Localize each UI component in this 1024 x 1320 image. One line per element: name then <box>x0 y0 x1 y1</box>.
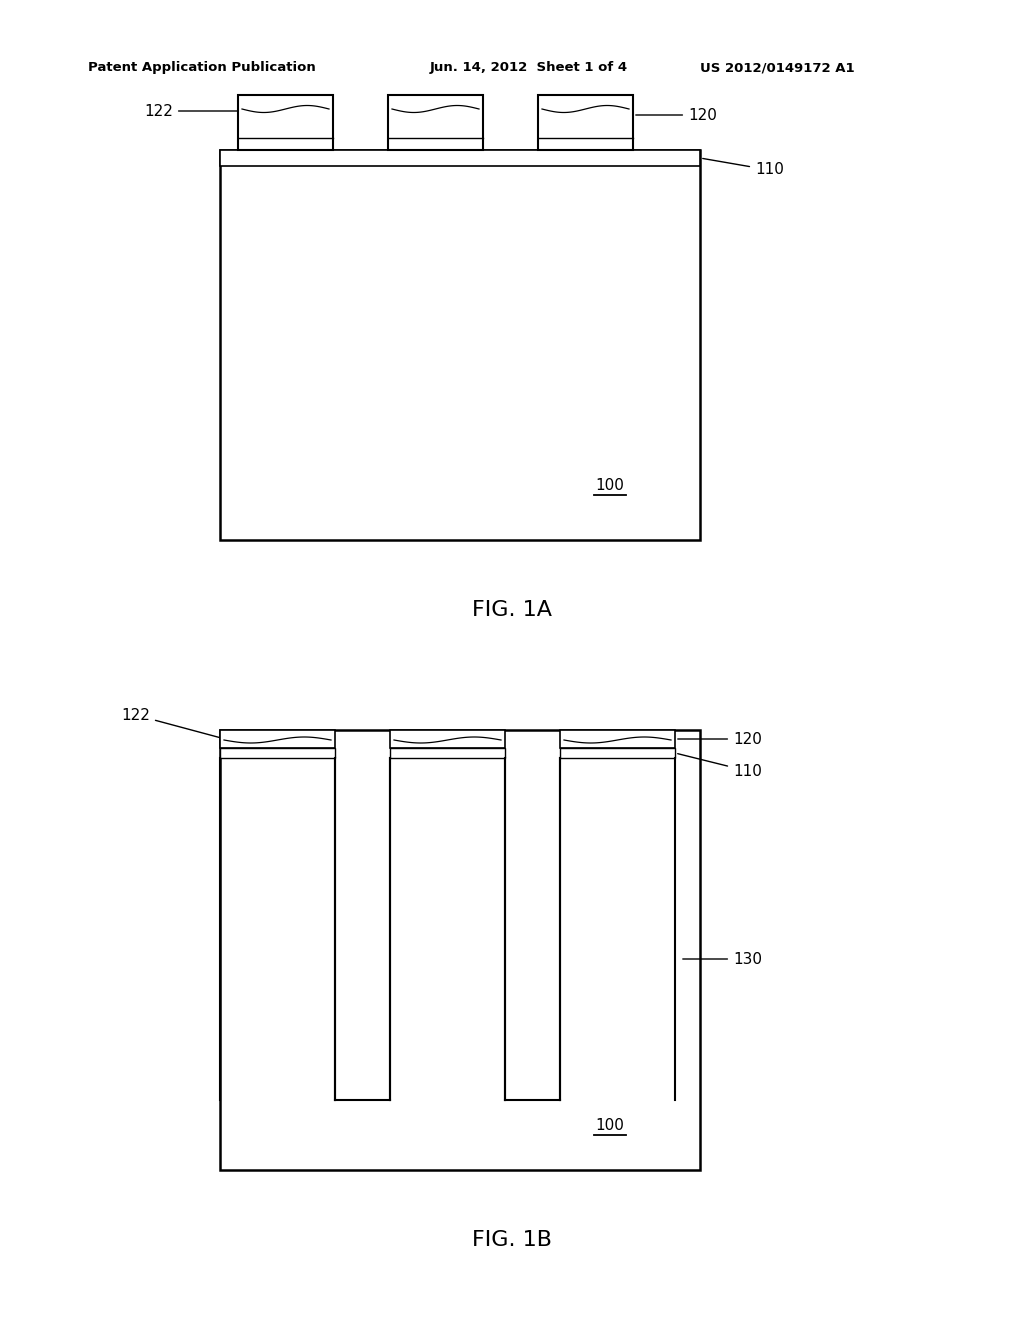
Bar <box>220 730 335 748</box>
Bar <box>220 730 700 1170</box>
Bar <box>560 748 675 758</box>
Text: 110: 110 <box>678 754 762 779</box>
Text: Patent Application Publication: Patent Application Publication <box>88 62 315 74</box>
Bar <box>238 95 333 150</box>
Text: 122: 122 <box>121 708 222 738</box>
Text: FIG. 1A: FIG. 1A <box>472 601 552 620</box>
Text: 122: 122 <box>144 103 241 119</box>
Text: Jun. 14, 2012  Sheet 1 of 4: Jun. 14, 2012 Sheet 1 of 4 <box>430 62 628 74</box>
Text: US 2012/0149172 A1: US 2012/0149172 A1 <box>700 62 855 74</box>
Bar <box>388 95 483 150</box>
Text: 110: 110 <box>702 158 784 177</box>
Bar <box>220 150 700 540</box>
Text: 120: 120 <box>678 731 762 747</box>
Bar <box>390 748 505 758</box>
Text: 100: 100 <box>596 1118 625 1133</box>
Bar <box>220 150 700 166</box>
Bar <box>335 758 390 1100</box>
Bar <box>220 748 335 758</box>
Bar <box>560 730 675 748</box>
Bar <box>538 95 633 150</box>
Text: 120: 120 <box>636 107 717 123</box>
Text: FIG. 1B: FIG. 1B <box>472 1230 552 1250</box>
Text: 130: 130 <box>683 952 762 966</box>
Text: 100: 100 <box>596 478 625 492</box>
Bar <box>390 730 505 748</box>
Bar <box>505 758 560 1100</box>
